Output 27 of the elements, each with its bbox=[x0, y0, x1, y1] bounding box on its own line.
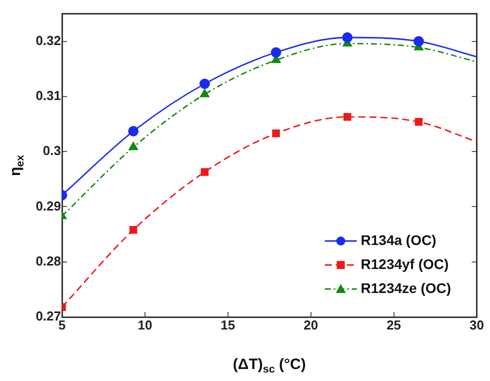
point bbox=[128, 142, 138, 150]
point bbox=[200, 168, 209, 176]
point bbox=[128, 126, 139, 136]
point bbox=[342, 32, 353, 43]
y-tick-label: 0.29 bbox=[36, 198, 61, 214]
point bbox=[200, 89, 210, 98]
y-tick-label: 0.3 bbox=[42, 143, 61, 158]
y-tick-label: 0.32 bbox=[36, 32, 61, 48]
y-tick-label: 0.28 bbox=[36, 253, 61, 268]
x-tick-label: 15 bbox=[220, 317, 236, 332]
y-axis-title: ηex bbox=[7, 154, 26, 176]
legend-label: R134a (OC) bbox=[360, 232, 436, 248]
point bbox=[343, 113, 352, 121]
y-tick-label: 0.31 bbox=[36, 88, 61, 104]
legend-label: R1234ze (OC) bbox=[360, 280, 452, 296]
point bbox=[414, 118, 423, 126]
point bbox=[270, 47, 282, 58]
point bbox=[129, 226, 138, 234]
point bbox=[199, 78, 210, 90]
x-tick-label: 5 bbox=[58, 317, 66, 332]
x-tick-label: 20 bbox=[304, 317, 318, 332]
x-tick-label: 30 bbox=[470, 317, 484, 332]
legend-label: R1234yf (OC) bbox=[360, 256, 449, 272]
x-tick-label: 25 bbox=[386, 317, 402, 332]
x-tick-label: 10 bbox=[138, 317, 152, 332]
point bbox=[414, 36, 424, 47]
point bbox=[272, 130, 280, 138]
